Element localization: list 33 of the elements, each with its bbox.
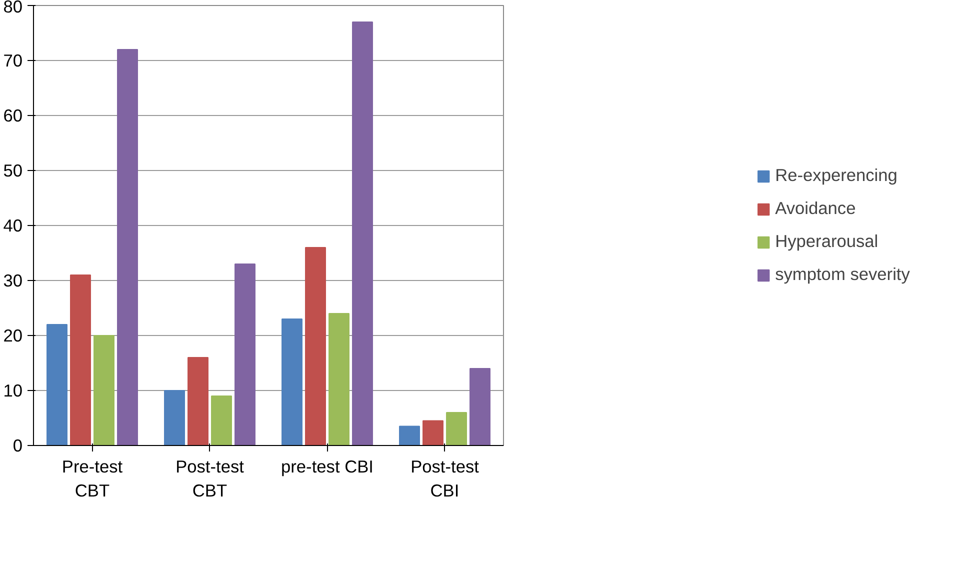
y-tick-label: 20 <box>3 326 23 346</box>
legend-label: Avoidance <box>775 198 856 219</box>
y-tick-label: 0 <box>12 436 23 456</box>
legend-label: Hyperarousal <box>775 231 878 252</box>
y-tick-label: 80 <box>3 0 23 16</box>
x-tick-label: Pre-test CBT <box>62 456 123 500</box>
bar <box>399 426 420 446</box>
bar <box>282 318 302 446</box>
bar <box>211 396 232 446</box>
y-tick-label: 50 <box>3 160 23 180</box>
x-tick-label: pre-test CBI <box>281 456 374 476</box>
y-tick-label: 40 <box>3 216 23 236</box>
bar <box>188 357 208 446</box>
bar <box>94 335 114 446</box>
x-tick-label: Post-test CBT <box>176 456 244 500</box>
bar <box>422 420 444 446</box>
y-tick-label: 30 <box>3 270 23 290</box>
bar <box>164 390 185 446</box>
y-tick-label: 70 <box>3 50 23 70</box>
x-tick-label: Post-test CBI <box>410 456 480 500</box>
bar <box>305 247 326 446</box>
y-tick-label: 60 <box>3 106 23 126</box>
y-tick-label: 10 <box>3 380 23 400</box>
bar <box>328 313 350 446</box>
bar <box>234 264 256 446</box>
bar <box>352 22 373 446</box>
legend-label: Re-experencing <box>775 165 898 186</box>
bar <box>446 412 467 446</box>
bar <box>117 49 138 446</box>
bar <box>470 368 490 446</box>
bar <box>70 274 91 446</box>
bar <box>46 324 68 446</box>
legend-label: symptom severity <box>775 264 910 285</box>
